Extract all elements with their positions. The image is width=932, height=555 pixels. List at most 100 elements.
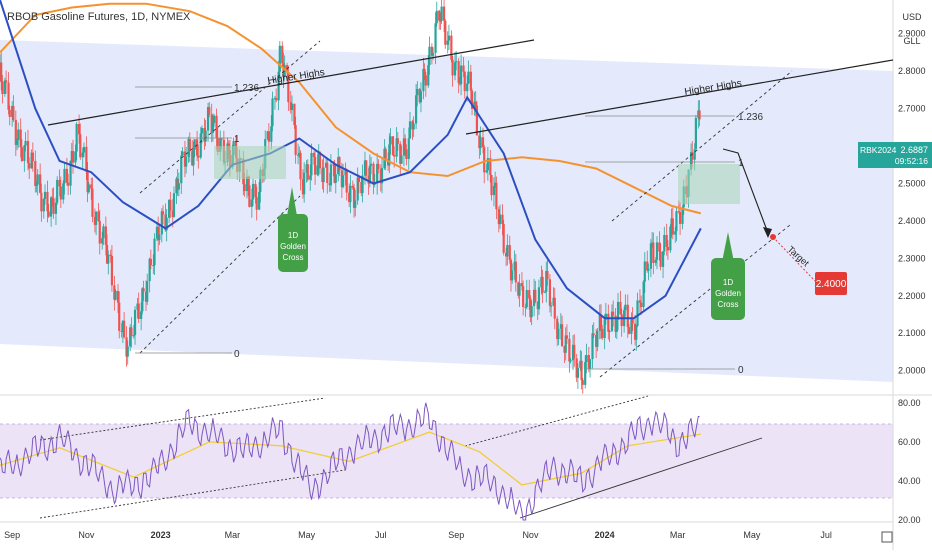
candle-body: [592, 333, 595, 336]
candle-body: [219, 138, 222, 152]
rsi-axis[interactable]: 20.00 40.00 60.00 80.00: [898, 398, 921, 525]
candle-body: [479, 137, 482, 149]
candle-body: [599, 314, 603, 329]
candle-body: [494, 182, 497, 186]
candle-body: [647, 268, 650, 271]
candle-body: [255, 197, 258, 210]
candle-body: [164, 214, 167, 231]
candle-body: [200, 128, 204, 134]
candle-body: [511, 270, 514, 281]
candle-body: [678, 212, 682, 224]
candle-body: [588, 359, 592, 369]
target-point: [770, 234, 776, 240]
candle-body: [478, 135, 481, 149]
candle-body: [368, 165, 371, 184]
currency-label[interactable]: USD: [902, 12, 922, 22]
candle-body: [580, 360, 583, 381]
ma-short-line: [0, 0, 702, 320]
time-axis[interactable]: Sep Nov 2023 Mar May Jul Sep Nov 2024 Mar May Jul: [4, 530, 832, 540]
time-tick-label: Jul: [820, 530, 832, 540]
target-box: [815, 272, 847, 295]
candle-body: [444, 20, 447, 45]
candle-body: [348, 192, 351, 203]
candle-body: [338, 157, 341, 171]
candle-body: [177, 183, 180, 190]
candle-body: [39, 174, 42, 193]
golden-cross-callout-left: 1D Golden Cross: [278, 187, 308, 272]
candle-body: [497, 209, 500, 225]
candle-body: [210, 114, 213, 133]
candle-body: [333, 165, 336, 183]
candle-body: [69, 160, 72, 186]
candle-body: [402, 138, 406, 156]
candle-body: [314, 156, 317, 175]
candle-body: [603, 319, 606, 339]
projection-arrowhead: [763, 227, 772, 238]
candle-body: [4, 80, 8, 83]
candle-body: [658, 242, 661, 252]
candle-body: [63, 168, 66, 184]
candle-body: [428, 46, 431, 66]
candle-body: [290, 103, 294, 111]
candle-body: [130, 327, 133, 337]
candle-body: [654, 259, 657, 263]
candle-body: [98, 220, 101, 244]
candle-body: [550, 305, 553, 307]
candle-body: [334, 174, 337, 183]
candle-body: [560, 324, 564, 347]
candle-body: [506, 245, 509, 257]
candle-body: [118, 302, 121, 331]
candle-body: [354, 200, 357, 208]
candle-body: [95, 211, 98, 225]
rsi-tick-label: 60.00: [898, 437, 921, 447]
candle-body: [47, 211, 50, 217]
candle-body: [152, 265, 155, 267]
candle-body: [59, 186, 62, 200]
candle-body: [619, 301, 622, 315]
candle-body: [407, 138, 410, 159]
time-tick-label: Mar: [225, 530, 241, 540]
candle-body: [305, 164, 308, 173]
candle-body: [40, 192, 43, 212]
candle-body: [303, 172, 306, 195]
candle-body: [450, 35, 453, 60]
time-tick-label: May: [743, 530, 761, 540]
candle-body: [508, 245, 511, 260]
price-tick-label: 2.2000: [898, 291, 926, 301]
candle-body: [275, 98, 278, 101]
candle-body: [674, 231, 677, 235]
candle-body: [463, 71, 466, 92]
candle-body: [175, 178, 178, 194]
channel-line-right-lower: [599, 224, 791, 378]
candle-body: [20, 147, 23, 161]
candle-body: [19, 129, 22, 148]
candle-body: [51, 197, 54, 199]
candle-body: [520, 283, 524, 287]
candle-body: [87, 184, 90, 193]
candle-body: [245, 176, 249, 192]
candle-body: [287, 72, 290, 103]
candle-body: [601, 328, 604, 339]
candle-body: [137, 303, 140, 320]
chart-settings-icon[interactable]: [881, 531, 893, 543]
candle-body: [248, 185, 251, 207]
unit-label[interactable]: GLL: [903, 36, 920, 46]
candle-body: [298, 152, 301, 155]
candle-body: [540, 276, 543, 288]
candle-body: [293, 103, 296, 126]
candle-body: [113, 285, 116, 300]
candle-body: [176, 178, 179, 190]
candle-body: [481, 137, 485, 148]
candle-body: [536, 302, 539, 310]
candle-body: [434, 23, 437, 53]
candle-body: [693, 149, 696, 160]
price-tick-label: 2.8000: [898, 66, 926, 76]
candle-body: [361, 175, 364, 194]
candle-body: [367, 175, 370, 184]
candle-body: [341, 175, 345, 188]
candle-body: [360, 182, 363, 194]
candle-body: [440, 6, 443, 21]
candle-body: [46, 191, 49, 212]
candle-body: [659, 251, 662, 267]
